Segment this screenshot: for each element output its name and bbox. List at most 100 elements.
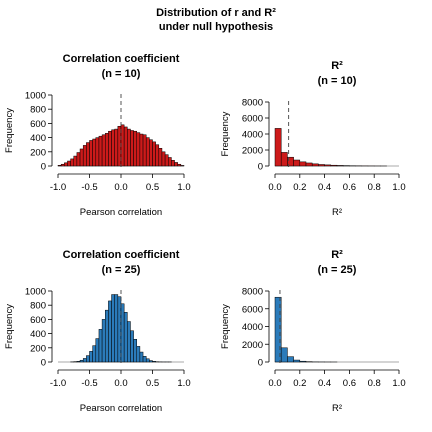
y-tick-label: 2000 (242, 340, 263, 351)
y-tick-label: 0 (258, 162, 263, 173)
y-tick-label: 200 (30, 147, 46, 158)
y-tick-label: 400 (30, 329, 46, 340)
histogram-bar (130, 130, 134, 167)
histogram-bar (67, 160, 71, 167)
histogram-bar (274, 128, 282, 167)
histogram-bar (114, 294, 119, 363)
histogram-bar (95, 137, 100, 167)
histogram-bar (117, 296, 122, 363)
histogram-bar (123, 126, 128, 167)
x-tick-label: 0.0 (268, 378, 281, 389)
y-axis-label: Frequency (4, 304, 15, 349)
x-tick-label: -0.5 (81, 378, 97, 389)
histogram-bar (73, 155, 78, 167)
histogram-bar (101, 319, 106, 363)
panels: Correlation coefficient (n = 10) -1.0 -0.5 0… (4, 53, 406, 414)
histogram-bar (92, 138, 97, 167)
x-tick-label: 1.0 (177, 182, 190, 193)
x-tick-label: 0.0 (114, 378, 127, 389)
histogram-bar (149, 139, 153, 167)
histogram-bar (145, 137, 150, 167)
y-tick-label: 1000 (25, 287, 46, 298)
x-tick-label: -1.0 (50, 378, 66, 389)
chart-panel-3: Correlation coefficient (n = 25) -1.0 -0.5 0… (4, 249, 191, 414)
histogram-bar (98, 135, 103, 167)
panel-title-line1: Correlation coefficient (63, 53, 180, 65)
histogram-bar (280, 152, 288, 167)
histogram-bar (130, 330, 134, 363)
histogram-bar (76, 361, 81, 363)
histogram-bar (152, 141, 156, 167)
histogram-bar (280, 347, 288, 363)
histogram-bar (108, 130, 112, 167)
histogram-bar (274, 296, 282, 363)
x-axis-label: Pearson correlation (80, 207, 162, 218)
y-axis-label: Frequency (220, 111, 231, 156)
x-axis-label: R² (332, 207, 342, 218)
histogram-bar (318, 164, 325, 167)
histogram-bar (305, 162, 313, 167)
histogram-bar (136, 132, 141, 167)
histogram-bar (79, 148, 84, 167)
histogram-bar (86, 142, 90, 167)
histogram-bar (82, 145, 87, 167)
histogram-bar (155, 144, 160, 167)
histogram-bar (324, 164, 332, 167)
y-tick-label: 0 (41, 358, 46, 369)
histogram-bar (64, 162, 68, 167)
x-axis-label: Pearson correlation (80, 403, 162, 414)
histogram-bar (70, 158, 74, 167)
histogram-bar (293, 159, 301, 167)
x-tick-label: 1.0 (392, 182, 405, 193)
x-axis-label: R² (332, 403, 342, 414)
chart-panel-4: R² (n = 25) 0.0 0.2 0.4 0.6 0.8 1.0 R² 0 2000 4000 6… (220, 249, 406, 414)
x-tick-label: 1.0 (392, 378, 405, 389)
y-tick-label: 8000 (242, 287, 263, 298)
histogram-bar (120, 303, 125, 363)
y-tick-label: 2000 (242, 146, 263, 157)
panel-title-line1: R² (331, 60, 343, 72)
y-tick-label: 8000 (242, 98, 263, 109)
histogram-bar (95, 338, 100, 363)
histogram-bar (168, 157, 172, 167)
y-tick-label: 600 (30, 119, 46, 130)
histogram-bar (299, 161, 307, 167)
histogram-bar (57, 165, 62, 167)
histogram-bar (142, 134, 147, 167)
figure-title-line2: under null hypothesis (159, 21, 273, 33)
histogram-bar (164, 154, 169, 167)
histogram-bar (139, 351, 144, 363)
panel-title-line2: (n = 25) (318, 264, 357, 276)
y-tick-label: 6000 (242, 304, 263, 315)
histogram-bar (79, 359, 84, 363)
histogram-bar (127, 321, 131, 363)
y-tick-label: 1000 (25, 91, 46, 102)
histogram-bar (101, 134, 106, 167)
histogram-bar (111, 294, 115, 363)
panel-title-line1: R² (331, 249, 343, 261)
histogram-bar (180, 165, 185, 167)
histogram-bar (117, 125, 122, 167)
histogram-bar (174, 162, 178, 167)
histogram-bar (145, 358, 150, 363)
x-tick-label: 0.2 (293, 182, 306, 193)
y-tick-label: 200 (30, 343, 46, 354)
histogram-bar (177, 163, 182, 167)
histogram-bar (120, 124, 125, 167)
histogram-bar (114, 128, 119, 167)
panel-title-line1: Correlation coefficient (63, 249, 180, 261)
histogram-bar (111, 129, 115, 167)
x-tick-label: 0.0 (114, 182, 127, 193)
panel-title-line2: (n = 25) (102, 264, 141, 276)
x-tick-label: 0.5 (146, 378, 159, 389)
histogram-bar (149, 360, 153, 363)
histogram-bar (139, 133, 144, 167)
x-tick-label: 0.5 (146, 182, 159, 193)
chart-panel-1: Correlation coefficient (n = 10) -1.0 -0.5 0… (4, 53, 191, 218)
histogram-bar (142, 356, 147, 363)
histogram-bar (311, 163, 319, 167)
histogram-bar (92, 345, 97, 363)
x-tick-label: -1.0 (50, 182, 66, 193)
y-axis-label: Frequency (4, 108, 15, 153)
